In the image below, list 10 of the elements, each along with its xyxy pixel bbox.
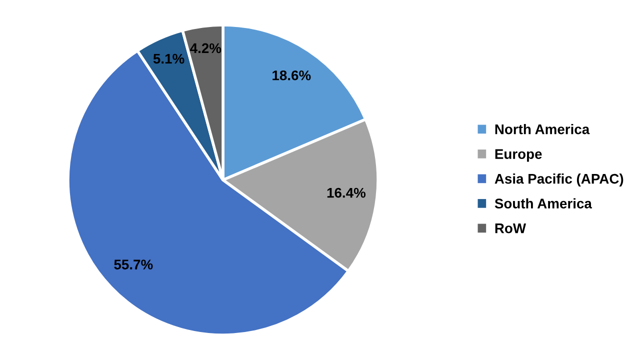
legend-label: South America xyxy=(494,198,592,208)
data-label: 5.1% xyxy=(153,54,184,64)
data-label: 18.6% xyxy=(272,70,311,80)
legend-label: North America xyxy=(495,124,590,134)
data-label: 4.2% xyxy=(190,43,222,54)
legend-label: Europe xyxy=(495,149,542,162)
legend-label: RoW xyxy=(495,224,526,234)
data-label: 16.4% xyxy=(327,188,366,198)
data-label: 55.7% xyxy=(114,260,153,270)
legend-label: Asia Pacific (APAC) xyxy=(494,174,624,186)
